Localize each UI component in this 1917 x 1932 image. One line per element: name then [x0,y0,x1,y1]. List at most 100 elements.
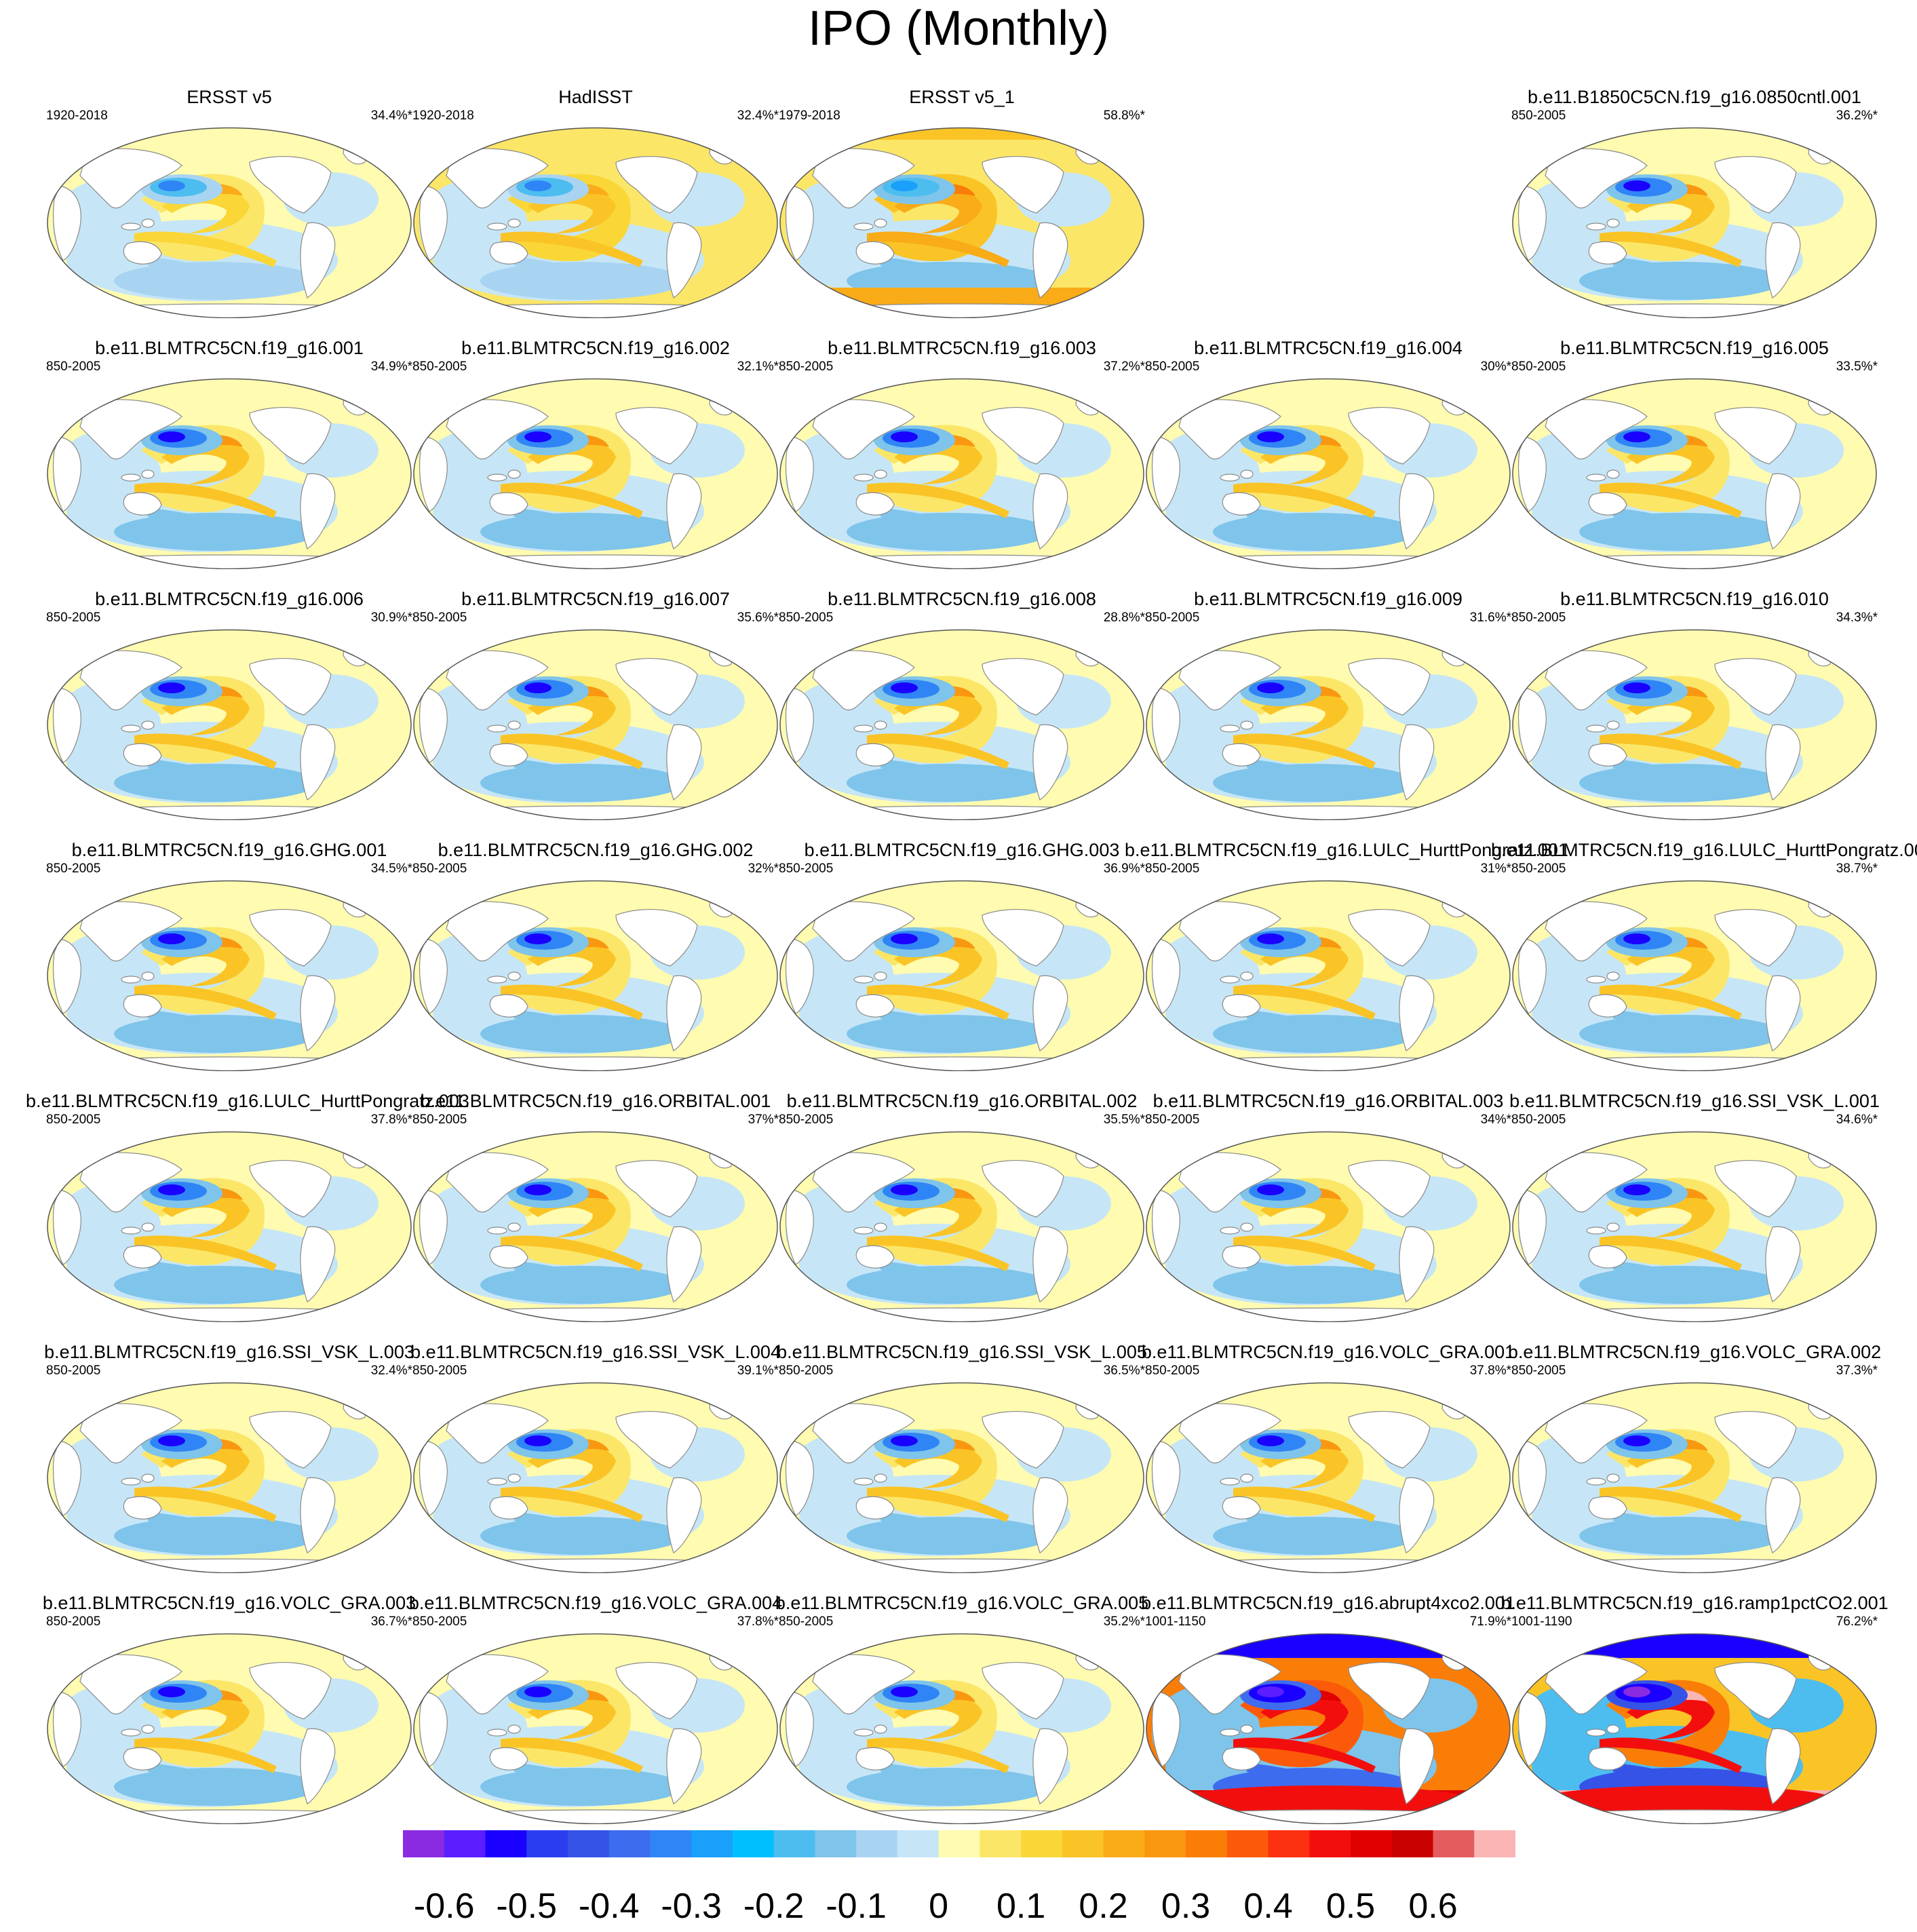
panel-map-heatmap [1512,1633,1877,1824]
colorbar [403,1830,1515,1857]
panel-period: 1920-2018 [46,109,108,123]
panel-map-heatmap [1512,629,1877,820]
map-panel: b.e11.BLMTRC5CN.f19_g16.GHG.002 850-2005 3… [412,840,779,1071]
panel-period: 850-2005 [1511,360,1566,374]
panel-period: 850-2005 [412,1615,467,1629]
panel-title: b.e11.BLMTRC5CN.f19_g16.LULC_HurttPongra… [1125,840,1568,860]
map-panel: b.e11.BLMTRC5CN.f19_g16.LULC_HurttPongra… [1491,840,1917,1071]
colorbar-swatch [732,1830,775,1857]
panel-map-heatmap [1146,880,1511,1071]
panel-variance-percent: 31%* [1480,862,1511,876]
panel-title: b.e11.BLMTRC5CN.f19_g16.SSI_VSK_L.004 [410,1342,781,1362]
panel-period: 850-2005 [1511,611,1566,625]
panel-title: b.e11.BLMTRC5CN.f19_g16.001 [95,338,364,358]
panel-period: 850-2005 [1511,1113,1566,1127]
colorbar-swatch [1186,1830,1228,1857]
colorbar-swatch [691,1830,733,1857]
colorbar-swatch [1391,1830,1434,1857]
panel-variance-percent: 37%* [748,1113,779,1127]
panel-title: b.e11.BLMTRC5CN.f19_g16.abrupt4xco2.001 [1141,1593,1515,1613]
panel-period: 850-2005 [779,1364,834,1378]
colorbar-swatch [444,1830,486,1857]
panel-period: 850-2005 [412,862,467,876]
panel-map-heatmap [779,629,1144,820]
panel-variance-percent: 34.4%* [370,109,412,123]
colorbar-swatch [1103,1830,1145,1857]
colorbar-tick-label: 0 [929,1887,949,1926]
panel-variance-percent: 37.2%* [1103,360,1145,374]
panel-variance-percent: 31.6%* [1469,611,1511,625]
map-panel: b.e11.BLMTRC5CN.f19_g16.ORBITAL.003 850-2… [1145,1091,1511,1322]
map-panel: HadISST 1920-2018 32.4%* [412,87,779,318]
panel-period: 850-2005 [412,1364,467,1378]
colorbar-tick-label: 0.3 [1161,1887,1211,1926]
panel-title: b.e11.BLMTRC5CN.f19_g16.010 [1560,589,1829,609]
panel-period: 850-2005 [412,611,467,625]
panel-map-heatmap [1512,127,1877,318]
panel-title: b.e11.BLMTRC5CN.f19_g16.009 [1194,589,1463,609]
panel-variance-percent: 37.8%* [737,1615,779,1629]
panel-title: b.e11.BLMTRC5CN.f19_g16.006 [95,589,364,609]
panel-period: 1001-1190 [1511,1615,1572,1629]
colorbar-swatch [403,1830,445,1857]
panel-period: 850-2005 [46,1364,101,1378]
panel-variance-percent: 34%* [1480,1113,1511,1127]
panel-period: 1979-2018 [779,109,840,123]
map-panel: ERSST v5 1920-2018 34.4%* [46,87,412,318]
colorbar-swatch [526,1830,568,1857]
colorbar-swatch [1433,1830,1475,1857]
panel-map-heatmap [47,629,412,820]
panel-title: b.e11.BLMTRC5CN.f19_g16.GHG.001 [71,840,387,860]
panel-title: b.e11.BLMTRC5CN.f19_g16.008 [828,589,1096,609]
panel-map-heatmap [779,127,1144,318]
panel-variance-percent: 37.8%* [370,1113,412,1127]
map-panel: b.e11.BLMTRC5CN.f19_g16.SSI_VSK_L.005 850… [777,1342,1147,1573]
panel-period: 850-2005 [1145,611,1200,625]
panel-variance-percent: 32.4%* [737,109,779,123]
panel-map-heatmap [1512,1382,1877,1573]
panel-map-heatmap [47,1382,412,1573]
panel-period: 850-2005 [1145,1364,1200,1378]
colorbar-swatch [1144,1830,1186,1857]
colorbar-tick-label: 0.5 [1325,1887,1376,1926]
panel-variance-percent: 35.6%* [737,611,779,625]
colorbar-swatch [980,1830,1022,1857]
panel-title: b.e11.BLMTRC5CN.f19_g16.SSI_VSK_L.001 [1509,1091,1880,1111]
colorbar-swatch [1021,1830,1063,1857]
map-panel: b.e11.BLMTRC5CN.f19_g16.VOLC_GRA.001 850-… [1142,1342,1515,1573]
colorbar-swatch [897,1830,940,1857]
panel-variance-percent: 36.5%* [1103,1364,1145,1378]
panel-variance-percent: 39.1%* [737,1364,779,1378]
panel-map-heatmap [413,378,778,569]
map-panel: ERSST v5_1 1979-2018 58.8%* [779,87,1145,318]
panel-title: b.e11.BLMTRC5CN.f19_g16.VOLC_GRA.001 [1141,1342,1515,1362]
panel-map-heatmap [47,1131,412,1322]
panel-title: b.e11.BLMTRC5CN.f19_g16.GHG.003 [804,840,1120,860]
map-panel: b.e11.BLMTRC5CN.f19_g16.LULC_HurttPongra… [26,1091,469,1322]
map-panel: b.e11.BLMTRC5CN.f19_g16.VOLC_GRA.002 850-… [1508,1342,1881,1573]
panel-period: 850-2005 [412,1113,467,1127]
panel-map-heatmap [1512,880,1877,1071]
panel-period: 850-2005 [412,360,467,374]
map-panel: b.e11.BLMTRC5CN.f19_g16.004 850-2005 30%* [1145,338,1511,569]
panel-period: 850-2005 [46,1615,101,1629]
panel-variance-percent: 76.2%* [1836,1615,1878,1629]
colorbar-tick-label: -0.2 [743,1887,805,1926]
map-panel: b.e11.BLMTRC5CN.f19_g16.002 850-2005 32.1%… [412,338,779,569]
panel-title: b.e11.BLMTRC5CN.f19_g16.003 [828,338,1096,358]
colorbar-swatch [1268,1830,1310,1857]
map-panel: b.e11.BLMTRC5CN.f19_g16.GHG.001 850-2005 3… [46,840,412,1071]
panel-period: 850-2005 [1145,360,1200,374]
panel-map-heatmap [413,1633,778,1824]
colorbar-swatch [1309,1830,1351,1857]
panel-period: 850-2005 [1511,1364,1566,1378]
panel-map-heatmap [1146,1131,1511,1322]
colorbar-swatch [1062,1830,1104,1857]
panel-title: b.e11.BLMTRC5CN.f19_g16.VOLC_GRA.003 [42,1593,417,1613]
panel-period: 850-2005 [1511,109,1566,123]
map-panel: b.e11.BLMTRC5CN.f19_g16.ORBITAL.002 850-2… [779,1091,1145,1322]
colorbar-swatch [1351,1830,1393,1857]
panel-title: b.e11.BLMTRC5CN.f19_g16.005 [1560,338,1829,358]
colorbar-tick-label: -0.1 [826,1887,887,1926]
colorbar-tick-label: -0.5 [496,1887,558,1926]
